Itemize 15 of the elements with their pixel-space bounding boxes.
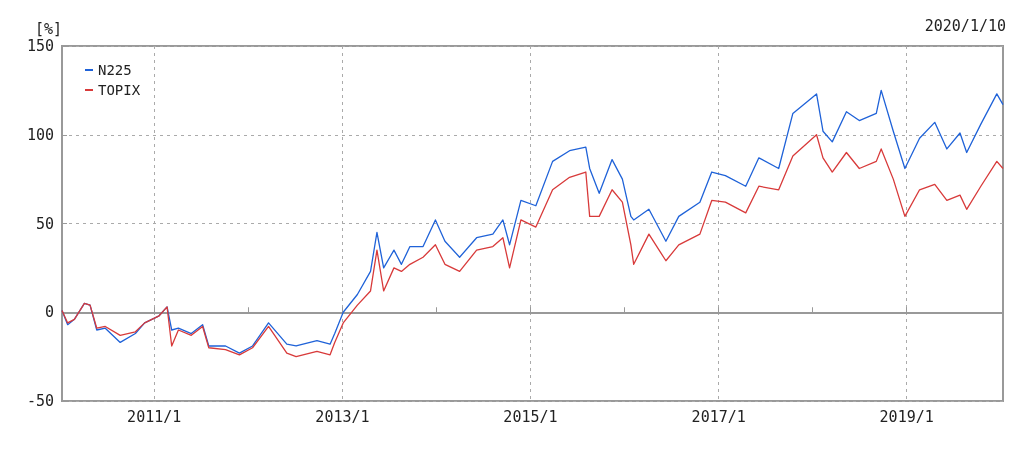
y-tick-label: 150 (26, 37, 54, 55)
legend-label: TOPIX (98, 82, 141, 98)
y-tick-label: 100 (26, 125, 54, 144)
line-series (61, 134, 1004, 358)
x-tick-label: 2017/1 (691, 407, 746, 426)
y-axis-title: [%] (34, 19, 62, 38)
legend-label: N225 (98, 62, 132, 78)
y-tick-label: 50 (35, 214, 54, 233)
y-tick-label: -50 (26, 392, 54, 410)
x-tick-label: 2015/1 (503, 407, 558, 426)
y-tick-label: 0 (44, 303, 54, 322)
text: 2020/1/10 (924, 16, 1006, 35)
x-tick-label: 2011/1 (127, 407, 182, 426)
x-tick-label: 2019/1 (879, 407, 934, 426)
x-tick-label: 2013/1 (315, 407, 370, 426)
